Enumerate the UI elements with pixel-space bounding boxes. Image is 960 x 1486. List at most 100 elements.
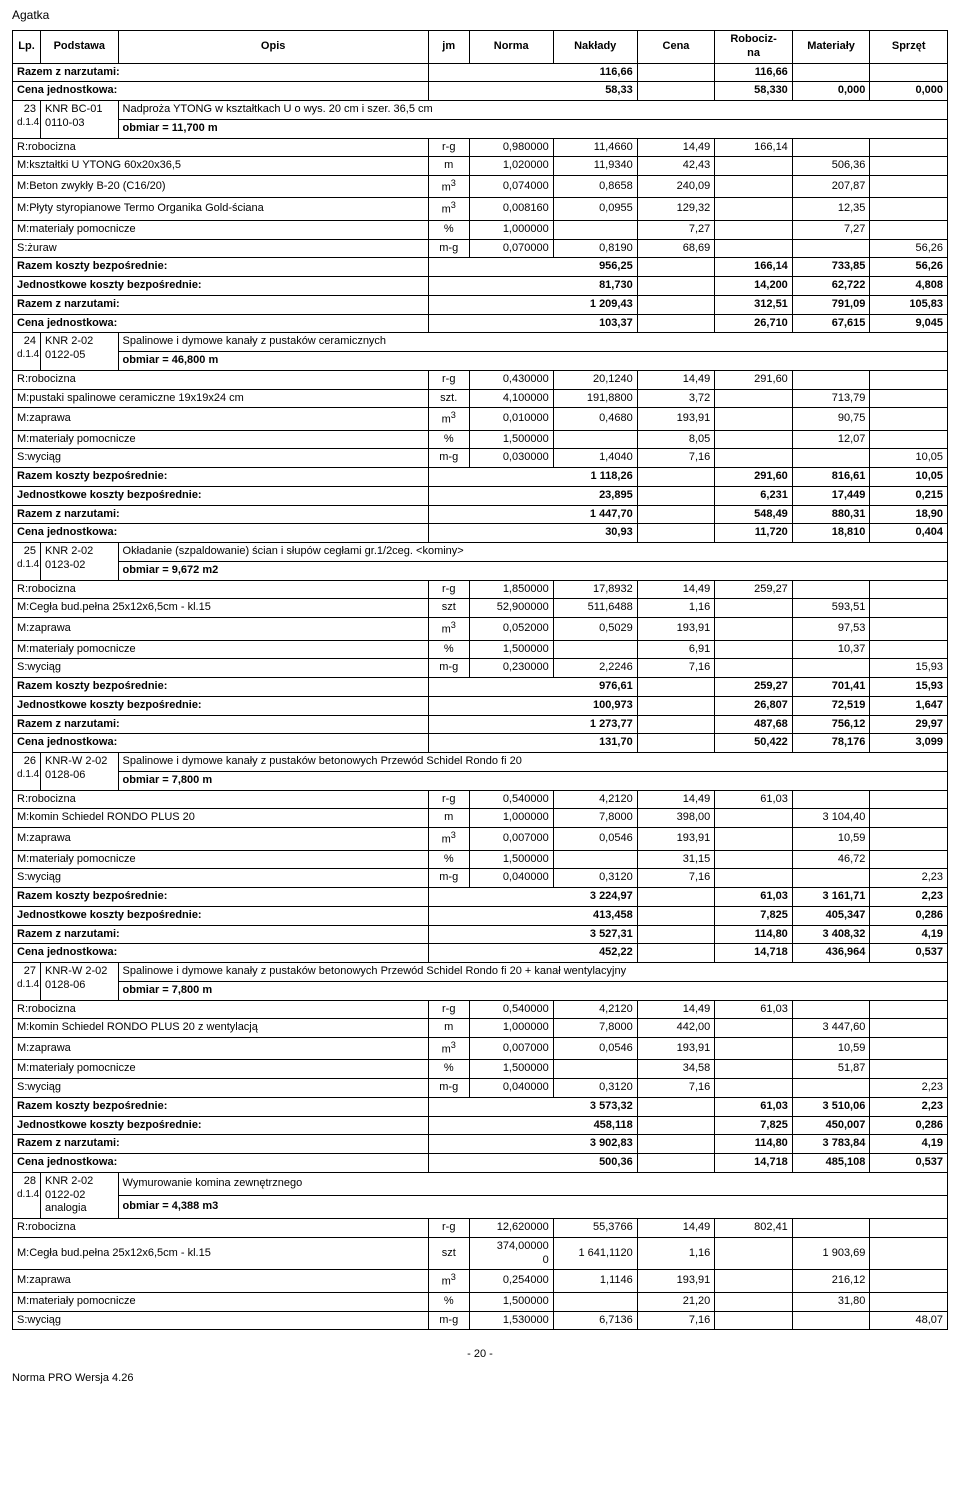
summary-r: 291,60	[715, 468, 793, 487]
cell-materialy: 1 903,69	[792, 1237, 870, 1270]
cell-robocizna	[715, 198, 793, 220]
data-row: M:materiały pomocnicze%1,5000008,0512,07	[13, 430, 948, 449]
summary-row: Razem koszty bezpośrednie:3 224,9761,033…	[13, 888, 948, 907]
summary-label: Razem z narzutami:	[13, 63, 429, 82]
cell-naklady	[553, 850, 637, 869]
cell-name: M:komin Schiedel RONDO PLUS 20	[13, 809, 429, 828]
cell-obmiar: obmiar = 7,800 m	[118, 981, 947, 1000]
cell-sprzet	[870, 1019, 948, 1038]
cell-cena: 193,91	[637, 1038, 715, 1060]
summary-row: Cena jednostkowa:131,7050,42278,1763,099	[13, 734, 948, 753]
cell-robocizna	[715, 640, 793, 659]
item-head-row: 24d.1.4KNR 2-02 0122-05Spalinowe i dymow…	[13, 333, 948, 352]
cell-norma: 0,040000	[469, 1079, 553, 1098]
cell-norma: 12,620000	[469, 1219, 553, 1238]
cell-podstawa: KNR-W 2-02 0128-06	[41, 753, 119, 791]
cell-cena: 1,16	[637, 1237, 715, 1270]
cell-naklady: 1 641,1120	[553, 1237, 637, 1270]
cell-norma: 0,010000	[469, 408, 553, 430]
cell-lp: 28d.1.4	[13, 1172, 41, 1218]
cell-robocizna	[715, 157, 793, 176]
cell-materialy: 51,87	[792, 1060, 870, 1079]
summary-s: 2,23	[870, 1097, 948, 1116]
cell-jm: %	[428, 220, 469, 239]
cell-name: M:materiały pomocnicze	[13, 220, 429, 239]
summary-value: 1 447,70	[428, 505, 637, 524]
summary-row: Cena jednostkowa:58,3358,3300,0000,000	[13, 82, 948, 101]
cell-norma: 0,008160	[469, 198, 553, 220]
cell-name: R:robocizna	[13, 580, 429, 599]
data-row: M:komin Schiedel RONDO PLUS 20 z wentyla…	[13, 1019, 948, 1038]
data-row: S:wyciągm-g0,0400000,31207,162,23	[13, 869, 948, 888]
cell-sprzet	[870, 138, 948, 157]
cell-obmiar: obmiar = 9,672 m2	[118, 561, 947, 580]
cell-sprzet	[870, 599, 948, 618]
summary-label: Razem koszty bezpośrednie:	[13, 258, 429, 277]
col-lp: Lp.	[13, 31, 41, 64]
cell-cena: 14,49	[637, 1000, 715, 1019]
cell-lp: 25d.1.4	[13, 543, 41, 581]
cell-jm: %	[428, 430, 469, 449]
summary-value: 500,36	[428, 1154, 637, 1173]
cell-naklady: 17,8932	[553, 580, 637, 599]
cell-jm: szt	[428, 599, 469, 618]
cell-cena: 7,16	[637, 1311, 715, 1330]
cell-name: M:Cegła bud.pełna 25x12x6,5cm - kl.15	[13, 1237, 429, 1270]
cell-jm: m-g	[428, 1311, 469, 1330]
summary-row: Jednostkowe koszty bezpośrednie:23,8956,…	[13, 486, 948, 505]
data-row: R:robociznar-g12,62000055,376614,49802,4…	[13, 1219, 948, 1238]
summary-s: 4,19	[870, 925, 948, 944]
summary-label: Jednostkowe koszty bezpośrednie:	[13, 277, 429, 296]
cell-norma: 1,500000	[469, 1060, 553, 1079]
summary-s: 9,045	[870, 314, 948, 333]
cell-jm: %	[428, 850, 469, 869]
cell-materialy: 46,72	[792, 850, 870, 869]
summary-value: 58,33	[428, 82, 637, 101]
cell-lp: 23d.1.4	[13, 101, 41, 139]
cell-sprzet	[870, 1292, 948, 1311]
item-obmiar-row: obmiar = 46,800 m	[13, 352, 948, 371]
cell-obmiar: obmiar = 4,388 m3	[118, 1196, 947, 1219]
summary-m: 3 783,84	[792, 1135, 870, 1154]
cell-materialy: 506,36	[792, 157, 870, 176]
summary-label: Razem z narzutami:	[13, 505, 429, 524]
cell-name: M:pustaki spalinowe ceramiczne 19x19x24 …	[13, 389, 429, 408]
item-obmiar-row: obmiar = 7,800 m	[13, 981, 948, 1000]
col-sprzet: Sprzęt	[870, 31, 948, 64]
item-head-row: 23d.1.4KNR BC-01 0110-03Nadproża YTONG w…	[13, 101, 948, 120]
summary-s: 0,286	[870, 1116, 948, 1135]
summary-row: Razem z narzutami:3 527,31114,803 408,32…	[13, 925, 948, 944]
summary-r: 312,51	[715, 295, 793, 314]
cell-norma: 0,040000	[469, 869, 553, 888]
cell-naklady: 191,8800	[553, 389, 637, 408]
summary-r: 166,14	[715, 258, 793, 277]
cell-naklady: 7,8000	[553, 809, 637, 828]
summary-m: 3 161,71	[792, 888, 870, 907]
item-obmiar-row: obmiar = 7,800 m	[13, 771, 948, 790]
cell-norma: 1,850000	[469, 580, 553, 599]
cell-jm: m	[428, 1019, 469, 1038]
summary-label: Cena jednostkowa:	[13, 944, 429, 963]
cell-item-title: Spalinowe i dymowe kanały z pustaków bet…	[118, 963, 947, 982]
cell-robocizna	[715, 176, 793, 198]
cell-robocizna	[715, 1038, 793, 1060]
data-row: M:komin Schiedel RONDO PLUS 20m1,0000007…	[13, 809, 948, 828]
summary-value: 956,25	[428, 258, 637, 277]
summary-m: 78,176	[792, 734, 870, 753]
cell-materialy: 3 104,40	[792, 809, 870, 828]
cell-item-title: Spalinowe i dymowe kanały z pustaków cer…	[118, 333, 947, 352]
summary-row: Jednostkowe koszty bezpośrednie:413,4587…	[13, 906, 948, 925]
cell-lp: 26d.1.4	[13, 753, 41, 791]
cell-naklady: 0,5029	[553, 618, 637, 640]
cell-jm: m	[428, 809, 469, 828]
summary-m: 67,615	[792, 314, 870, 333]
cell-materialy: 10,37	[792, 640, 870, 659]
cell-robocizna: 259,27	[715, 580, 793, 599]
data-row: M:zaprawam30,0100000,4680193,9190,75	[13, 408, 948, 430]
cell-sprzet	[870, 389, 948, 408]
cell-sprzet	[870, 1000, 948, 1019]
cell-sprzet	[870, 1060, 948, 1079]
cell-cena: 240,09	[637, 176, 715, 198]
summary-row: Jednostkowe koszty bezpośrednie:81,73014…	[13, 277, 948, 296]
summary-r: 14,200	[715, 277, 793, 296]
